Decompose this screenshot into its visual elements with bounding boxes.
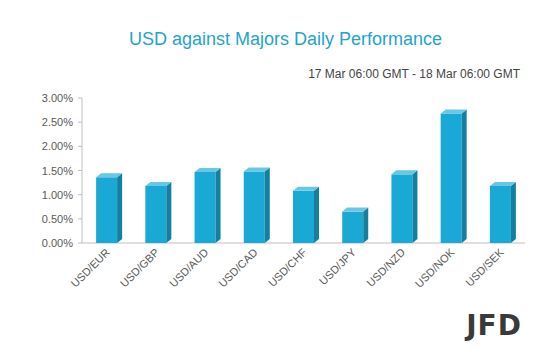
title: USD against Majors Daily Performance [129, 29, 442, 49]
bar-top [145, 182, 171, 186]
bar-front [391, 174, 412, 243]
bar-side [216, 168, 221, 243]
bar [244, 167, 270, 243]
y-tick [78, 122, 82, 123]
y-tick [78, 146, 82, 147]
x-tick-label: USD/SEK [463, 245, 506, 288]
bar-front [293, 191, 314, 243]
bar [195, 168, 221, 243]
y-tick [78, 194, 82, 195]
bar-top [441, 109, 467, 113]
bar-top [342, 208, 368, 212]
x-tick-label: USD/JPY [317, 245, 359, 287]
bars [96, 109, 516, 243]
y-tick-label: 1.00% [42, 189, 73, 201]
bar [96, 173, 122, 243]
y-tick [78, 218, 82, 219]
bar-front [195, 172, 216, 243]
bar-top [293, 187, 319, 191]
y-tick-label: 1.50% [42, 165, 73, 177]
y-tick-label: 0.00% [42, 237, 73, 249]
bar [441, 109, 467, 243]
y-tick-label: 3.00% [42, 92, 73, 104]
y-tick-label: 0.50% [42, 213, 73, 225]
bar-side [363, 208, 368, 243]
bar-front [441, 113, 462, 243]
bar-side [511, 182, 516, 243]
bar [145, 182, 171, 243]
background [0, 0, 538, 351]
x-tick-label: USD/NZD [364, 246, 407, 289]
subtitle: 17 Mar 06:00 GMT - 18 Mar 06:00 GMT [308, 67, 521, 81]
bar-side [166, 182, 171, 243]
bar-top [391, 170, 417, 174]
bar-front [490, 186, 511, 243]
bar-side [265, 167, 270, 243]
chart: USD against Majors Daily Performance 17 M… [0, 0, 538, 351]
x-tick-label: USD/NOK [413, 245, 457, 289]
bar [342, 208, 368, 243]
bar-front [244, 171, 265, 243]
logo: JFD [464, 309, 522, 342]
bar [391, 170, 417, 243]
y-tick [78, 243, 82, 244]
bar-front [145, 186, 166, 243]
bar [293, 187, 319, 243]
bar [490, 182, 516, 243]
bar-top [244, 167, 270, 171]
y-tick-label: 2.50% [42, 116, 73, 128]
x-tick-label: USD/AUD [167, 246, 211, 290]
bar-side [314, 187, 319, 243]
y-tick [78, 170, 82, 171]
bar-top [490, 182, 516, 186]
x-tick-label: USD/GBP [118, 246, 161, 289]
bar-top [96, 173, 122, 177]
x-tick-label: USD/EUR [69, 246, 113, 290]
bar-side [462, 109, 467, 243]
y-tick-label: 2.00% [42, 140, 73, 152]
x-tick-label: USD/CAD [216, 246, 260, 290]
bar-side [412, 170, 417, 243]
bar-front [342, 212, 363, 243]
bar-side [117, 173, 122, 243]
bar-top [195, 168, 221, 172]
bar-front [96, 177, 117, 243]
y-tick [78, 98, 82, 99]
x-tick-label: USD/CHF [266, 246, 309, 289]
